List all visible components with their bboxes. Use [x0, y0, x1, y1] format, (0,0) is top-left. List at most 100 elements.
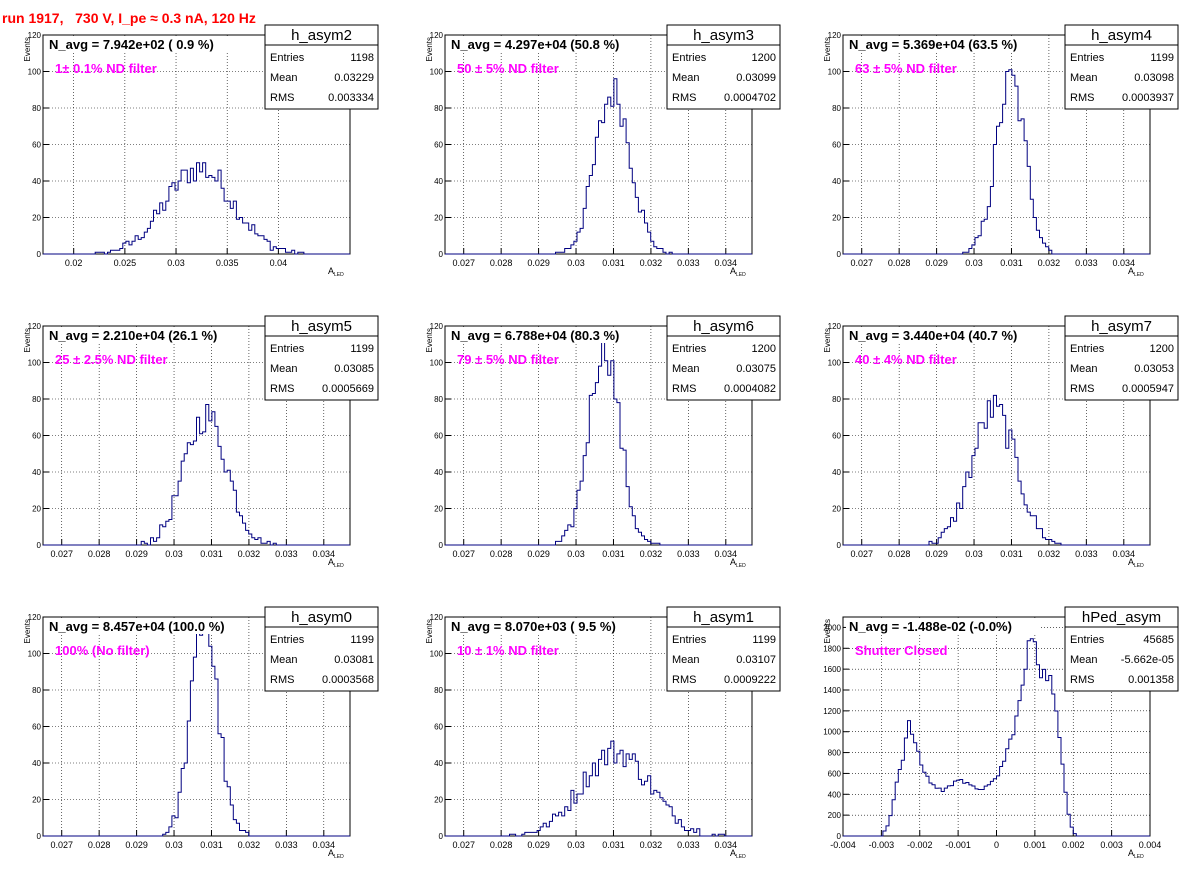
histogram-panel-h_asym5: 0.027 0.028 0.029 0.03 0.031 0.032 0.033 0.034 0…	[23, 315, 379, 569]
y-axis-label: Events	[425, 37, 434, 61]
y-tick-label: 120	[28, 322, 42, 331]
x-axis-label: ALED	[328, 848, 344, 860]
x-tick-label: 0.031	[602, 549, 625, 559]
y-tick-label: 60	[32, 432, 41, 441]
histogram-line	[445, 78, 752, 255]
stats-mean-value: -5.662e-05	[1121, 654, 1174, 666]
x-tick-label: 0.032	[238, 549, 261, 559]
stats-title: hPed_asym	[1082, 609, 1161, 626]
navg-label: N_avg = 3.440e+04 (40.7 %)	[849, 328, 1017, 343]
x-tick-label: 0.027	[850, 258, 873, 268]
x-tick-label: 0.028	[88, 840, 111, 850]
stats-box-frame	[666, 315, 781, 401]
y-tick-label: 40	[32, 759, 41, 768]
x-tick-label: 0.033	[275, 840, 298, 850]
stats-box-frame	[264, 606, 379, 692]
y-tick-label: 120	[28, 31, 42, 40]
x-tick-label: 0.032	[640, 549, 663, 559]
histogram-line	[43, 404, 350, 546]
x-tick-label: 0	[994, 840, 999, 850]
y-tick-label: 20	[434, 214, 443, 223]
filter-annotation: 79 ± 5% ND filter	[457, 352, 559, 367]
stats-entries-value: 1198	[350, 52, 374, 64]
histogram-panel-h_asym4: 0.027 0.028 0.029 0.03 0.031 0.032 0.033 0.034 0…	[823, 24, 1179, 278]
histogram-line	[843, 638, 1150, 837]
y-tick-label: 80	[434, 686, 443, 695]
stats-entries-label: Entries	[1070, 343, 1105, 355]
x-tick-label: 0.028	[88, 549, 111, 559]
x-tick-label: 0.028	[490, 258, 513, 268]
y-axis-label: Events	[425, 328, 434, 352]
x-tick-label: 0.027	[452, 840, 475, 850]
y-tick-label: 1800	[823, 644, 841, 653]
y-tick-label: 80	[32, 395, 41, 404]
y-tick-label: 1600	[823, 665, 841, 674]
y-axis-label: Events	[23, 328, 32, 352]
y-tick-label: 40	[32, 468, 41, 477]
stats-box: h_asym0 Entries 1199 Mean 0.03081 RMS 0.000356…	[264, 606, 379, 692]
histogram-line	[445, 740, 752, 837]
stats-entries-label: Entries	[270, 343, 305, 355]
y-tick-label: 60	[434, 723, 443, 732]
x-tick-label: 0.027	[50, 840, 73, 850]
x-tick-label: 0.029	[925, 549, 948, 559]
y-tick-label: 100	[828, 68, 842, 77]
y-tick-label: 20	[32, 796, 41, 805]
y-tick-label: 20	[832, 214, 841, 223]
y-tick-label: 120	[430, 613, 444, 622]
stats-title: h_asym4	[1091, 27, 1152, 44]
stats-mean-value: 0.03081	[334, 654, 374, 666]
y-tick-label: 80	[434, 395, 443, 404]
stats-rms-value: 0.001358	[1128, 674, 1174, 686]
x-tick-label: 0.025	[114, 258, 137, 268]
x-tick-label: 0.031	[1000, 549, 1023, 559]
y-tick-label: 60	[434, 141, 443, 150]
y-axis-label: Events	[425, 619, 434, 643]
y-tick-label: 0	[439, 832, 444, 841]
x-tick-label: 0.033	[275, 549, 298, 559]
stats-entries-label: Entries	[270, 52, 305, 64]
stats-rms-label: RMS	[270, 674, 294, 686]
navg-background	[448, 327, 643, 343]
stats-entries-value: 1199	[350, 343, 374, 355]
x-tick-label: 0.032	[238, 840, 261, 850]
y-tick-label: 80	[832, 104, 841, 113]
x-tick-label: 0.029	[527, 840, 550, 850]
stats-mean-value: 0.03099	[736, 72, 776, 84]
stats-entries-label: Entries	[672, 634, 707, 646]
x-tick-label: 0.02	[65, 258, 83, 268]
navg-label: N_avg = 8.070e+03 ( 9.5 %)	[451, 619, 616, 634]
y-tick-label: 1000	[823, 728, 841, 737]
stats-entries-label: Entries	[672, 52, 707, 64]
stats-rms-value: 0.0005669	[322, 383, 374, 395]
x-tick-label: 0.032	[1038, 549, 1061, 559]
x-tick-label: 0.028	[490, 840, 513, 850]
x-tick-label: 0.03	[165, 840, 183, 850]
x-tick-label: -0.002	[907, 840, 933, 850]
y-tick-label: 100	[430, 650, 444, 659]
x-tick-label: 0.029	[925, 258, 948, 268]
navg-label: N_avg = -1.488e-02 (-0.0%)	[849, 619, 1012, 634]
stats-entries-label: Entries	[672, 343, 707, 355]
stats-title: h_asym1	[693, 609, 754, 626]
y-tick-label: 800	[828, 749, 842, 758]
stats-box: h_asym7 Entries 1200 Mean 0.03053 RMS 0.000594…	[1064, 315, 1179, 401]
y-tick-label: 100	[28, 359, 42, 368]
y-tick-label: 120	[430, 322, 444, 331]
x-tick-label: 0.034	[715, 549, 738, 559]
y-tick-label: 0	[37, 541, 42, 550]
y-tick-label: 0	[439, 250, 444, 259]
navg-label: N_avg = 5.369e+04 (63.5 %)	[849, 37, 1017, 52]
y-tick-label: 100	[430, 68, 444, 77]
stats-rms-value: 0.0004702	[724, 92, 776, 104]
stats-mean-label: Mean	[270, 654, 298, 666]
stats-box-frame	[666, 606, 781, 692]
x-tick-label: 0.032	[640, 840, 663, 850]
stats-entries-label: Entries	[1070, 52, 1105, 64]
histogram-line	[43, 162, 350, 255]
x-tick-label: 0.034	[313, 549, 336, 559]
x-axis-label: ALED	[730, 848, 746, 860]
x-axis-label: ALED	[730, 557, 746, 569]
y-tick-label: 200	[828, 811, 842, 820]
stats-box: h_asym2 Entries 1198 Mean 0.03229 RMS 0.003334	[264, 24, 379, 110]
